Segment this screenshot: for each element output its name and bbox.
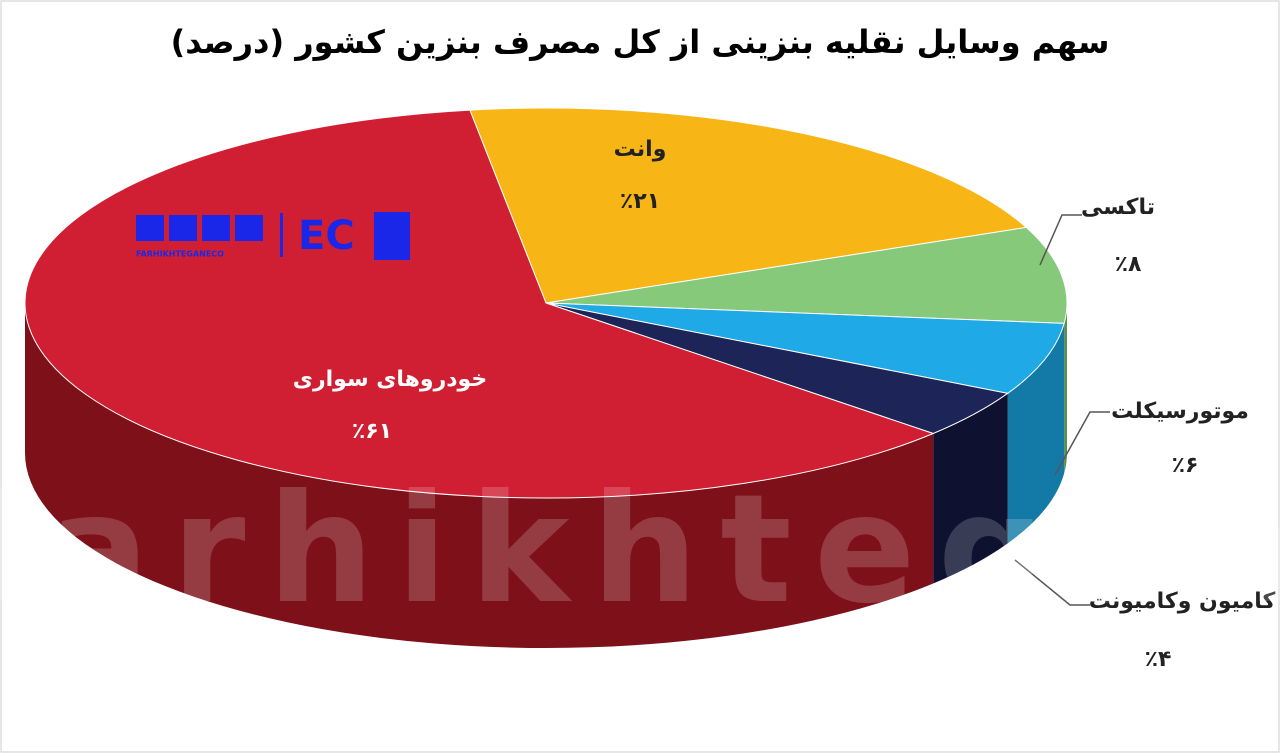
- watermark: farhikhtegan: [0, 463, 1280, 637]
- value-label: ٪۲۱: [620, 189, 660, 214]
- logo: EC FARHIKHTEGANECO: [136, 212, 410, 260]
- slice-label: کامیون وکامیونت: [1089, 589, 1276, 614]
- chart-title: سهم وسایل نقلیه بنزینی از کل مصرف بنزین …: [171, 23, 1110, 61]
- pie: [24, 107, 1068, 648]
- icon: [136, 215, 164, 241]
- logo-box: [374, 212, 410, 260]
- site: FARHIKHTEGANECO: [136, 250, 224, 259]
- value-label: ٪۶: [1172, 453, 1199, 478]
- slice-side: [933, 393, 1008, 584]
- slice: [545, 226, 1068, 324]
- icon: [202, 215, 230, 241]
- labels: وانت ٪۲۱ تاکسی ٪۸ موتورسیکلت ٪۶ کامیون وکامیون…: [293, 137, 1276, 672]
- slice-side: [1064, 303, 1067, 474]
- slice: [469, 107, 1028, 304]
- divider: [280, 213, 283, 257]
- icon: [169, 215, 197, 241]
- slice: [545, 302, 1065, 394]
- slice-side: [25, 303, 934, 648]
- slice-label: تاکسی: [1081, 195, 1155, 220]
- logo-text: EC: [298, 213, 355, 259]
- leader-line: [1054, 411, 1110, 476]
- slice: [24, 109, 935, 499]
- value-label: ٪۶۱: [352, 419, 392, 444]
- leader-line: [1014, 559, 1090, 606]
- value-label: ٪۴: [1145, 647, 1172, 672]
- leader-line: [1039, 214, 1082, 266]
- icon: [235, 215, 263, 241]
- slice-side: [1007, 323, 1065, 544]
- slice-label: خودروهای سواری: [293, 367, 487, 392]
- slice-label: موتورسیکلت: [1111, 399, 1249, 424]
- value-label: ٪۸: [1115, 252, 1142, 277]
- slice-label: وانت: [614, 137, 667, 162]
